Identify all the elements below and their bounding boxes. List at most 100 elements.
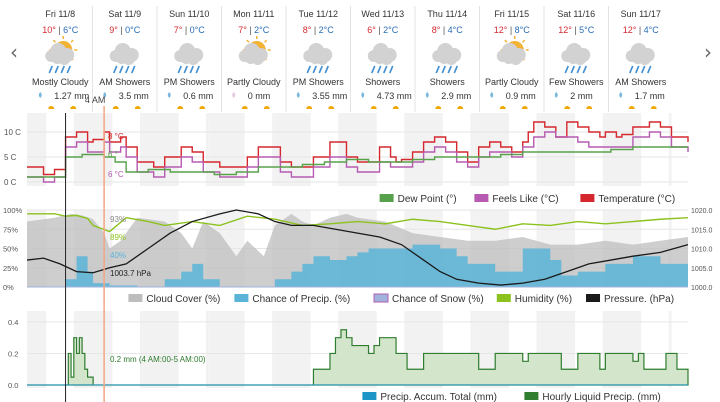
rain-drop bbox=[629, 65, 634, 74]
rain-drop bbox=[195, 65, 200, 74]
rain-drop bbox=[441, 65, 446, 74]
day-sep: | bbox=[572, 25, 579, 35]
precip-annotation: 0.2 mm (4 AM:00-5 AM:00) bbox=[110, 355, 206, 364]
day-temps: 8° | 4°C bbox=[432, 25, 464, 35]
day-high: 12° bbox=[558, 25, 572, 35]
y-tick-label: 0% bbox=[3, 283, 14, 292]
day-date: Sat 11/16 bbox=[557, 9, 595, 19]
legend-label: Cloud Cover (%) bbox=[146, 294, 220, 305]
rain-drop bbox=[371, 65, 376, 74]
day-temps: 12° | 4°C bbox=[623, 25, 660, 35]
previous-days-arrow-icon[interactable]: ‹ bbox=[10, 40, 18, 64]
rain-cloud-icon bbox=[174, 43, 204, 74]
night-band bbox=[536, 113, 540, 186]
night-band bbox=[470, 113, 474, 186]
cloud-puff bbox=[187, 53, 200, 65]
humid-annotation: 1003.7 hPa bbox=[110, 269, 151, 278]
night-band bbox=[139, 311, 143, 388]
rain-drop bbox=[312, 65, 317, 74]
day-high: 7° bbox=[238, 25, 247, 35]
day-temps: 6° | 2°C bbox=[367, 25, 399, 35]
night-band bbox=[206, 113, 209, 186]
day-high: 6° bbox=[367, 25, 376, 35]
day-date: Sat 11/9 bbox=[108, 9, 141, 19]
raindrop-icon bbox=[38, 92, 42, 98]
sun-ray bbox=[52, 39, 57, 43]
day-sep: | bbox=[56, 25, 63, 35]
day-date: Fri 11/8 bbox=[45, 9, 75, 19]
raindrop-icon bbox=[232, 92, 236, 98]
day-low: 4°C bbox=[644, 25, 660, 35]
sunset-icon bbox=[328, 106, 335, 109]
day-condition: Partly Cloudy bbox=[485, 77, 539, 87]
rain-drop bbox=[582, 65, 587, 74]
rain-drop bbox=[377, 65, 382, 74]
day-sep: | bbox=[247, 25, 254, 35]
sunset-icon bbox=[521, 106, 528, 109]
legend-swatch bbox=[524, 392, 539, 400]
y-tick-label: 0.0 bbox=[8, 381, 18, 390]
day-high: 7° bbox=[174, 25, 183, 35]
sunset-icon bbox=[70, 106, 77, 109]
day-column-0: Fri 11/8 10° | 6°C Mostly Cloudy 1.27 mm bbox=[32, 9, 89, 109]
humid-annotation: 89% bbox=[110, 233, 126, 242]
legend-label: Humidity (%) bbox=[515, 294, 572, 305]
night-band bbox=[602, 311, 606, 388]
chance-of-precip-area bbox=[27, 244, 688, 287]
night-band bbox=[73, 113, 77, 186]
rain-cloud-icon bbox=[625, 43, 655, 74]
legend-swatch bbox=[580, 194, 595, 202]
day-low: 4°C bbox=[448, 25, 464, 35]
raindrop-icon bbox=[103, 92, 107, 98]
temp-annotation: 6 °C bbox=[108, 170, 124, 179]
rain-drop bbox=[447, 65, 452, 74]
rain-drop bbox=[324, 65, 329, 74]
partly-cloudy-icon bbox=[496, 36, 529, 65]
day-precip-amount: 3.55 mm bbox=[312, 91, 347, 101]
legend-label: Pressure. (hPa) bbox=[604, 294, 674, 305]
rain-cloud-icon bbox=[561, 43, 591, 74]
sunrise-icon bbox=[177, 106, 184, 109]
day-condition: AM Showers bbox=[99, 77, 151, 87]
rain-drop bbox=[125, 65, 130, 74]
day-precip-amount: 4.73 mm bbox=[377, 91, 412, 101]
rain-drop bbox=[453, 65, 458, 74]
day-condition: Mostly Cloudy bbox=[32, 77, 89, 87]
y-tick-label: 0 C bbox=[4, 178, 17, 187]
day-temps: 8° | 2°C bbox=[303, 25, 335, 35]
sunset-icon bbox=[586, 106, 593, 109]
day-sep: | bbox=[440, 25, 447, 35]
cloud-puff bbox=[122, 53, 135, 65]
y-tick-label: 75% bbox=[3, 225, 18, 234]
y2-tick-label: 1005.0 bbox=[691, 266, 713, 273]
day-column-6: Thu 11/14 8° | 4°C Showers 2.9 mm bbox=[425, 9, 471, 109]
day-condition: Showers bbox=[430, 77, 466, 87]
rain-drop bbox=[435, 65, 440, 74]
raindrop-icon bbox=[425, 92, 429, 98]
sunrise-icon bbox=[435, 106, 442, 109]
sunrise-icon bbox=[112, 106, 119, 109]
day-column-1: Sat 11/9 9° | 0°C AM Showers 3.5 mm bbox=[99, 9, 151, 109]
hover-time-label: 4 AM bbox=[85, 95, 106, 105]
rain-drop bbox=[183, 65, 188, 74]
cloud-puff bbox=[638, 53, 651, 65]
rain-cloud-icon bbox=[303, 43, 333, 74]
rain-drop bbox=[54, 65, 59, 74]
hourly-liquid-precip-area bbox=[27, 329, 689, 386]
night-band bbox=[602, 113, 606, 186]
next-days-arrow-icon[interactable]: › bbox=[704, 40, 712, 64]
night-band bbox=[470, 311, 474, 388]
y-tick-label: 25% bbox=[3, 264, 18, 273]
y-tick-label: 0.4 bbox=[8, 318, 18, 327]
day-sep: | bbox=[376, 25, 383, 35]
night-band bbox=[338, 113, 341, 186]
legend-swatch bbox=[362, 392, 377, 400]
legend-swatch bbox=[586, 294, 600, 302]
legend-swatch bbox=[474, 194, 489, 202]
day-date: Sun 11/17 bbox=[621, 9, 661, 19]
day-low: 2°C bbox=[254, 25, 270, 35]
day-column-3: Mon 11/11 7° | 2°C Partly Cloudy 0 mm bbox=[227, 9, 281, 109]
day-temps: 12° | 5°C bbox=[558, 25, 595, 35]
day-low: 2°C bbox=[319, 25, 335, 35]
raindrop-icon bbox=[619, 92, 623, 98]
